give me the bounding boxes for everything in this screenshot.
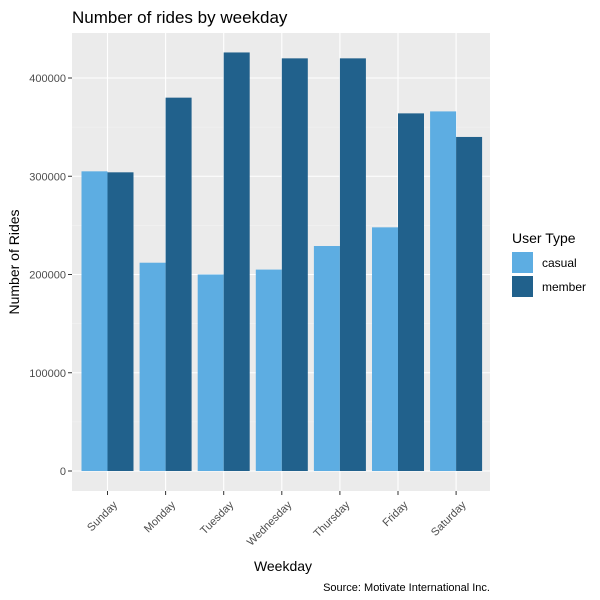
y-tick-label: 300000 xyxy=(29,171,66,183)
legend: User Type casual member xyxy=(512,230,586,297)
x-axis-title: Weekday xyxy=(254,558,312,574)
legend-label-member: member xyxy=(542,280,586,294)
y-axis-title: Number of Rides xyxy=(6,209,22,314)
legend-key-member xyxy=(512,276,533,297)
bar-casual-thursday xyxy=(313,246,340,471)
x-tick-label-monday: Monday xyxy=(142,499,179,536)
legend-title: User Type xyxy=(512,230,576,246)
x-tick-label-thursday: Thursday xyxy=(312,499,353,540)
x-axis-ticks: Sunday Monday Tuesday Wednesday Thursday Frid… xyxy=(85,491,469,549)
bar-member-saturday xyxy=(456,136,483,471)
bar-casual-tuesday xyxy=(197,274,224,471)
bar-casual-saturday xyxy=(430,111,457,471)
bar-member-sunday xyxy=(107,172,134,471)
x-tick-label-wednesday: Wednesday xyxy=(245,499,295,549)
x-tick-label-tuesday: Tuesday xyxy=(198,499,236,537)
bar-member-wednesday xyxy=(281,58,308,471)
y-axis-ticks: 0 100000 200000 300000 400000 xyxy=(29,73,72,478)
bars xyxy=(81,52,483,472)
bar-casual-wednesday xyxy=(255,269,282,471)
bar-member-monday xyxy=(165,97,192,472)
y-tick-label: 400000 xyxy=(29,73,66,85)
x-tick-label-friday: Friday xyxy=(380,499,410,529)
legend-label-casual: casual xyxy=(542,256,577,270)
x-tick-label-sunday: Sunday xyxy=(85,499,120,534)
chart-title: Number of rides by weekday xyxy=(72,8,288,27)
y-tick-label: 0 xyxy=(60,466,66,478)
legend-key-casual xyxy=(512,252,533,273)
bar-member-tuesday xyxy=(223,52,250,472)
bar-casual-friday xyxy=(372,227,398,471)
bar-casual-sunday xyxy=(81,171,108,471)
x-tick-label-saturday: Saturday xyxy=(429,499,469,539)
bar-casual-monday xyxy=(139,262,166,471)
bar-member-thursday xyxy=(339,58,366,471)
source-caption: Source: Motivate International Inc. xyxy=(323,582,490,594)
y-tick-label: 200000 xyxy=(29,270,66,282)
bar-member-friday xyxy=(398,113,424,472)
y-tick-label: 100000 xyxy=(29,368,66,380)
